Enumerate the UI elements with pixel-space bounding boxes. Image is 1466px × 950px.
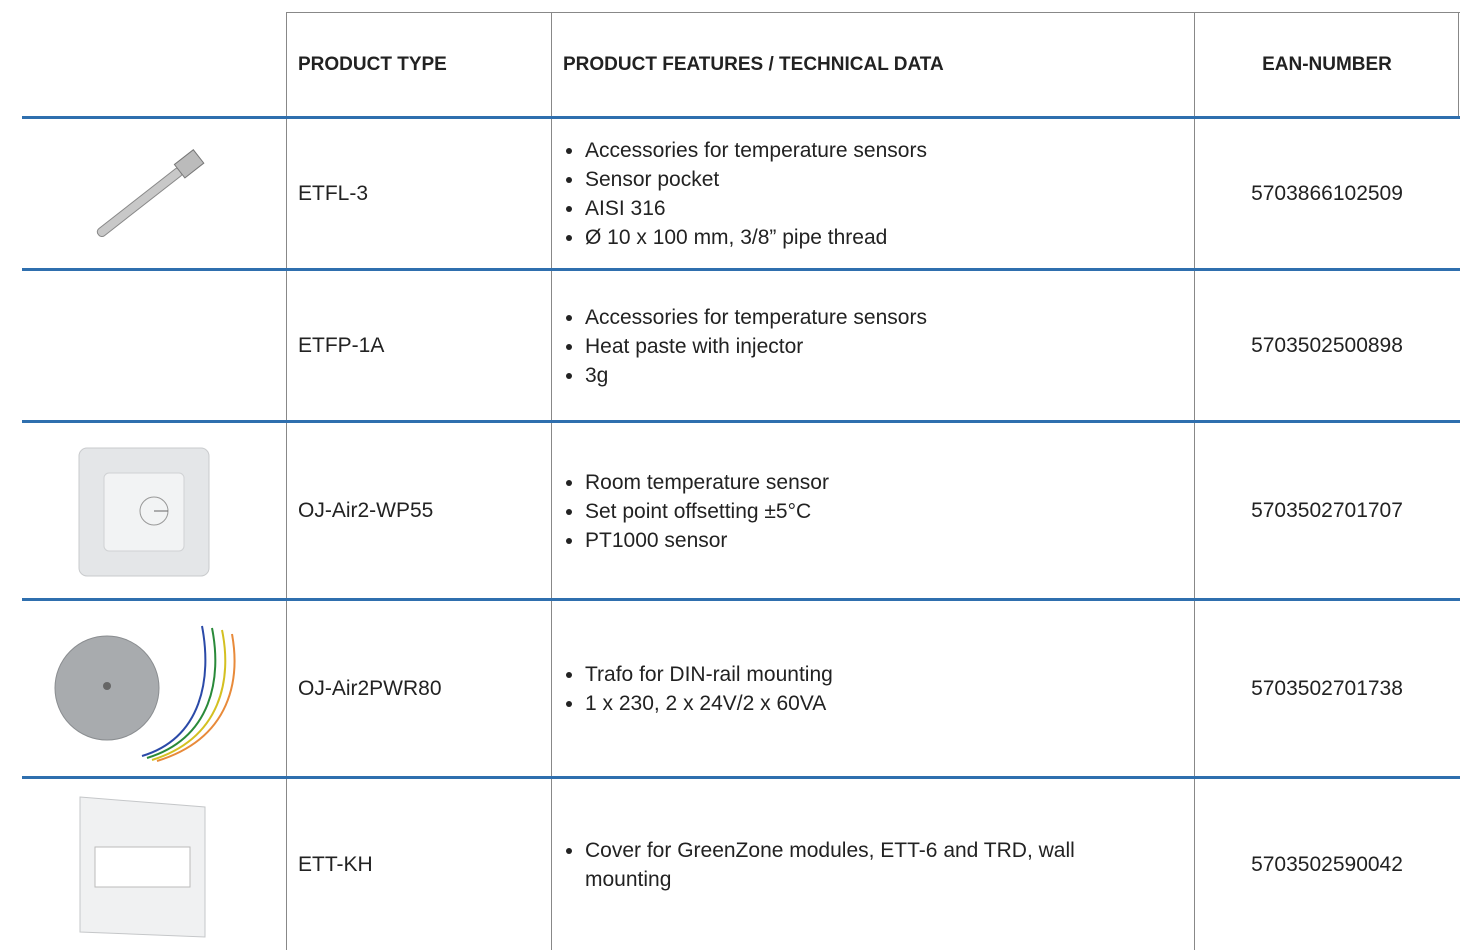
feature: PT1000 sensor	[585, 526, 829, 555]
feature: 1 x 230, 2 x 24V/2 x 60VA	[585, 689, 833, 718]
product-type: ETFL-3	[298, 182, 369, 205]
product-type: ETFP-1A	[298, 334, 385, 357]
feature: Trafo for DIN-rail mounting	[585, 660, 833, 689]
column-divider	[551, 12, 552, 950]
sensor-pocket-image	[96, 149, 205, 238]
row-divider	[22, 268, 1460, 271]
row-divider	[22, 776, 1460, 779]
column-header: EAN-NUMBER	[1262, 53, 1392, 75]
features: Accessories for temperature sensorsSenso…	[551, 119, 1194, 269]
ean-number: 5703502701738	[1251, 677, 1403, 700]
feature-list: Cover for GreenZone modules, ETT-6 and T…	[563, 836, 1125, 894]
ean-number: 5703502701707	[1251, 499, 1403, 522]
transformer-image	[54, 625, 236, 762]
ean-number: 5703502500898	[1251, 334, 1403, 357]
room-sensor-image	[78, 447, 210, 577]
product-type: OJ-Air2PWR80	[298, 677, 442, 700]
feature: 3g	[585, 361, 927, 390]
feature: AISI 316	[585, 194, 927, 223]
ean-number: 5703866102509	[1251, 182, 1403, 205]
feature: Accessories for temperature sensors	[585, 303, 927, 332]
features: Cover for GreenZone modules, ETT-6 and T…	[551, 779, 1194, 950]
feature: Room temperature sensor	[585, 468, 829, 497]
column-divider	[1194, 12, 1195, 950]
feature-list: Trafo for DIN-rail mounting1 x 230, 2 x …	[563, 660, 833, 718]
feature: Accessories for temperature sensors	[585, 136, 927, 165]
border	[286, 12, 1460, 13]
column-divider	[286, 12, 287, 950]
row-divider	[22, 420, 1460, 423]
ean-number: 5703502590042	[1251, 852, 1403, 876]
row-divider	[22, 598, 1460, 601]
feature: Set point offsetting ±5°C	[585, 497, 829, 526]
features: Trafo for DIN-rail mounting1 x 230, 2 x …	[551, 601, 1194, 777]
product-type: OJ-Air2-WP55	[298, 499, 434, 522]
feature: Cover for GreenZone modules, ETT-6 and T…	[585, 836, 1125, 894]
feature-list: Room temperature sensorSet point offsett…	[563, 468, 829, 555]
cover-image	[79, 796, 206, 938]
features: Accessories for temperature sensorsHeat …	[551, 271, 1194, 421]
feature: Sensor pocket	[585, 165, 927, 194]
column-header: PRODUCT FEATURES / TECHNICAL DATA	[563, 53, 944, 75]
features: Room temperature sensorSet point offsett…	[551, 423, 1194, 599]
feature-list: Accessories for temperature sensorsSenso…	[563, 136, 927, 252]
feature: Heat paste with injector	[585, 332, 927, 361]
column-header: PRODUCT TYPE	[298, 53, 447, 75]
row-divider	[22, 116, 1460, 119]
product-type: ETT-KH	[298, 852, 373, 876]
feature-list: Accessories for temperature sensorsHeat …	[563, 303, 927, 390]
border	[1458, 12, 1459, 117]
feature: Ø 10 x 100 mm, 3/8” pipe thread	[585, 223, 927, 252]
